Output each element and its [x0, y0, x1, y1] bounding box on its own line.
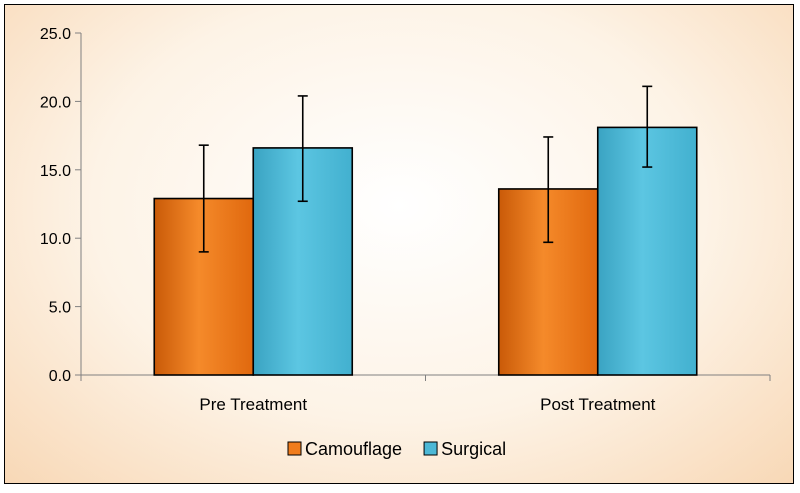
legend-label-surgical: Surgical	[441, 439, 506, 459]
bars	[153, 126, 698, 376]
y-axis: 0.0 5.0 10.0 15.0 20.0 25.0	[40, 26, 82, 385]
x-category-label: Post Treatment	[540, 395, 656, 414]
x-category-label: Pre Treatment	[199, 395, 307, 414]
legend-label-camouflage: Camouflage	[305, 439, 402, 459]
y-tick-label: 15.0	[40, 163, 71, 180]
y-tick-label: 0.0	[49, 368, 71, 385]
bar-surgical	[596, 126, 698, 376]
x-axis: Pre Treatment Post Treatment	[80, 374, 771, 414]
legend: Camouflage Surgical	[287, 439, 506, 459]
y-tick-label: 10.0	[40, 231, 71, 248]
y-tick-label: 5.0	[49, 300, 71, 317]
error-bars	[198, 85, 653, 253]
legend-swatch-camouflage	[287, 441, 302, 456]
legend-swatch-surgical	[423, 441, 438, 456]
y-tick-label: 20.0	[40, 94, 71, 111]
y-tick-label: 25.0	[40, 26, 71, 43]
